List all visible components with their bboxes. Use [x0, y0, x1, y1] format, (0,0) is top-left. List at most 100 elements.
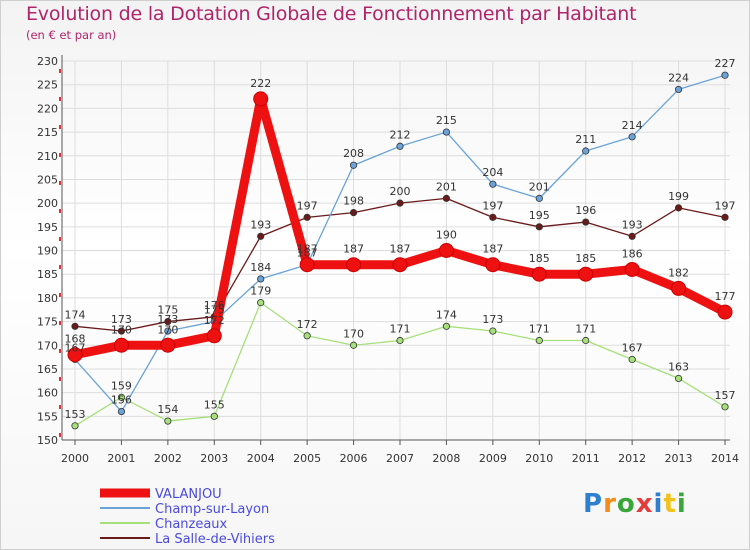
data-label: 185 — [529, 252, 550, 265]
data-label: 172 — [204, 314, 225, 327]
data-point — [346, 257, 362, 273]
data-label: 171 — [529, 323, 550, 336]
x-tick-label: 2010 — [525, 452, 553, 465]
grid — [62, 60, 730, 441]
x-tick-label: 2001 — [107, 452, 135, 465]
logo-letter: i — [653, 489, 664, 519]
x-tick-label: 2004 — [247, 452, 275, 465]
series-group — [67, 71, 733, 430]
logo-letter: i — [676, 489, 687, 519]
y-tick-label: 170 — [37, 339, 58, 352]
data-point — [117, 407, 126, 416]
legend-label: VALANJOU — [155, 487, 222, 502]
data-point — [674, 374, 683, 383]
x-tick-label: 2009 — [479, 452, 507, 465]
data-label: 211 — [575, 133, 596, 146]
data-label: 179 — [250, 285, 271, 298]
data-point — [442, 194, 451, 202]
data-label: 195 — [529, 209, 550, 222]
data-label: 199 — [668, 190, 689, 203]
data-label: 167 — [622, 341, 643, 354]
data-point — [253, 91, 269, 107]
data-label: 171 — [575, 323, 596, 336]
x-tick-label: 2013 — [665, 452, 693, 465]
data-point — [164, 417, 172, 425]
data-label: 155 — [204, 398, 225, 411]
y-tick-label: 225 — [37, 79, 58, 92]
data-label: 187 — [390, 243, 411, 256]
data-label: 170 — [343, 327, 364, 340]
data-point — [721, 403, 729, 411]
x-tick-label: 2005 — [293, 452, 321, 465]
data-label: 174 — [65, 308, 86, 321]
data-point — [535, 223, 543, 231]
data-point — [721, 213, 729, 221]
data-point — [489, 327, 497, 335]
data-point — [535, 194, 543, 202]
data-label: 185 — [575, 252, 596, 265]
data-point — [257, 299, 265, 307]
data-label: 214 — [622, 119, 643, 132]
legend-label: Chanzeaux — [155, 517, 228, 532]
data-label: 163 — [668, 360, 689, 373]
data-label: 168 — [65, 333, 86, 346]
data-point — [67, 347, 83, 363]
data-point — [349, 341, 358, 349]
data-point — [717, 304, 733, 320]
data-label: 212 — [390, 128, 411, 141]
data-point — [257, 275, 265, 283]
data-label: 171 — [390, 323, 411, 336]
data-point — [349, 209, 358, 217]
data-point — [582, 147, 590, 155]
chart-subtitle: (en € et par an) — [26, 28, 117, 42]
y-tick-label: 230 — [37, 55, 58, 68]
data-label: 175 — [204, 304, 225, 317]
data-label: 157 — [715, 389, 736, 402]
x-tick-label: 2008 — [432, 452, 460, 465]
data-label: 227 — [715, 57, 736, 70]
data-point — [117, 393, 126, 401]
data-label: 159 — [111, 379, 132, 392]
data-label: 172 — [297, 318, 318, 331]
data-point — [438, 243, 454, 258]
x-tick-label: 2006 — [340, 452, 368, 465]
y-tick-label: 150 — [37, 434, 58, 447]
data-label: 153 — [65, 408, 86, 421]
data-label: 198 — [343, 195, 364, 208]
data-label: 154 — [157, 403, 178, 416]
data-point — [71, 322, 79, 330]
x-tick-label: 2014 — [711, 452, 739, 465]
data-label: 197 — [715, 199, 736, 212]
data-point — [113, 337, 129, 353]
logo-letter: x — [635, 489, 654, 519]
data-label: 173 — [111, 313, 132, 326]
data-point — [578, 266, 594, 282]
data-point — [117, 327, 126, 335]
data-point — [164, 327, 172, 335]
legend-label: Champ-sur-Layon — [155, 502, 269, 517]
data-point — [299, 257, 315, 273]
data-label: 173 — [157, 313, 178, 326]
data-point — [535, 336, 543, 345]
data-label: 187 — [482, 243, 503, 256]
y-tick-label: 165 — [37, 363, 58, 376]
data-point — [721, 71, 729, 79]
data-label: 224 — [668, 71, 689, 84]
x-tick-label: 2011 — [572, 452, 600, 465]
data-point — [303, 332, 311, 340]
data-point — [624, 261, 640, 277]
data-point — [160, 337, 176, 353]
data-label: 167 — [65, 341, 86, 354]
data-point — [303, 213, 311, 221]
data-point — [442, 128, 451, 136]
data-label: 208 — [343, 147, 364, 160]
data-label: 156 — [111, 394, 132, 407]
data-label: 187 — [297, 243, 318, 256]
y-tick-label: 200 — [37, 197, 58, 210]
data-label: 176 — [204, 299, 225, 312]
axes: 150 155 160 165 170 175 180 185 190 195 200 205 210 2… — [37, 55, 739, 465]
data-label: 174 — [436, 308, 457, 321]
data-point — [485, 257, 501, 273]
data-point — [582, 218, 590, 226]
